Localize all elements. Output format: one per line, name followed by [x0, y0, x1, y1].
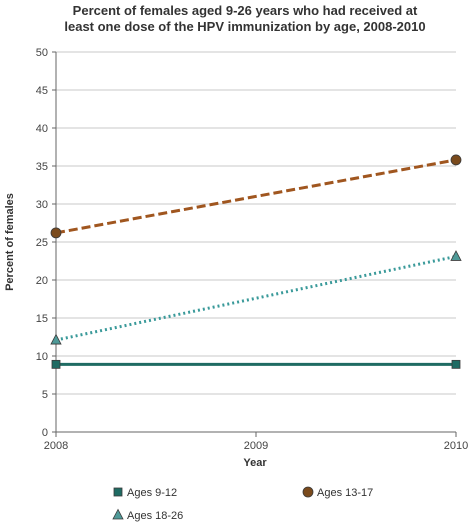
x-tick-label-2008: 2008	[44, 440, 68, 452]
legend-label-ages-9-12: Ages 9-12	[127, 487, 177, 499]
x-axis-title: Year	[243, 457, 267, 469]
y-axis-title: Percent of females	[4, 193, 16, 291]
legend-item-ages-18-26: Ages 18-26	[112, 508, 183, 522]
x-axis-ticks: 2008 2009 2010	[44, 432, 468, 452]
y-tick-label-35: 35	[36, 161, 48, 173]
data-point-ages-9-12-2010	[451, 359, 461, 369]
data-point-ages-9-12-2008	[51, 359, 61, 369]
data-point-ages-13-17-2008	[50, 227, 62, 239]
series-ages-13-17	[50, 154, 462, 239]
x-tick-label-2009: 2009	[244, 440, 268, 452]
y-tick-label-30: 30	[36, 199, 48, 211]
x-tick-label-2010: 2010	[444, 440, 468, 452]
y-tick-label-0: 0	[42, 427, 48, 439]
series-group	[50, 154, 462, 369]
y-tick-label-10: 10	[36, 351, 48, 363]
legend: Ages 9-12 Ages 13-17 Ages 18-26	[112, 486, 373, 522]
y-axis-ticks: 0 5 10 15 20 25 30 35 40 45 50	[36, 47, 56, 439]
y-tick-label-20: 20	[36, 275, 48, 287]
y-tick-label-45: 45	[36, 85, 48, 97]
data-point-ages-18-26-2010	[450, 250, 462, 261]
data-point-ages-18-26-2008	[50, 333, 62, 345]
legend-label-ages-13-17: Ages 13-17	[317, 487, 373, 499]
y-tick-label-5: 5	[42, 389, 48, 401]
y-tick-label-15: 15	[36, 313, 48, 325]
legend-marker-ages-18-26	[112, 508, 124, 520]
legend-label-ages-18-26: Ages 18-26	[127, 510, 183, 522]
y-tick-label-50: 50	[36, 47, 48, 59]
series-ages-18-26	[50, 250, 462, 345]
y-tick-label-25: 25	[36, 237, 48, 249]
legend-marker-ages-9-12	[113, 487, 123, 497]
series-line-ages-13-17	[55, 158, 457, 235]
y-tick-label-40: 40	[36, 123, 48, 135]
legend-item-ages-9-12: Ages 9-12	[113, 487, 177, 499]
series-line-ages-18-26	[55, 254, 457, 342]
chart-title-line-2: least one dose of the HPV immunization b…	[64, 19, 425, 34]
chart-title-line-1: Percent of females aged 9-26 years who h…	[73, 3, 418, 18]
data-point-ages-13-17-2010	[450, 154, 462, 166]
gridlines	[56, 51, 456, 395]
legend-item-ages-13-17: Ages 13-17	[302, 486, 373, 499]
series-ages-9-12	[51, 359, 461, 369]
legend-marker-ages-13-17	[302, 486, 314, 498]
